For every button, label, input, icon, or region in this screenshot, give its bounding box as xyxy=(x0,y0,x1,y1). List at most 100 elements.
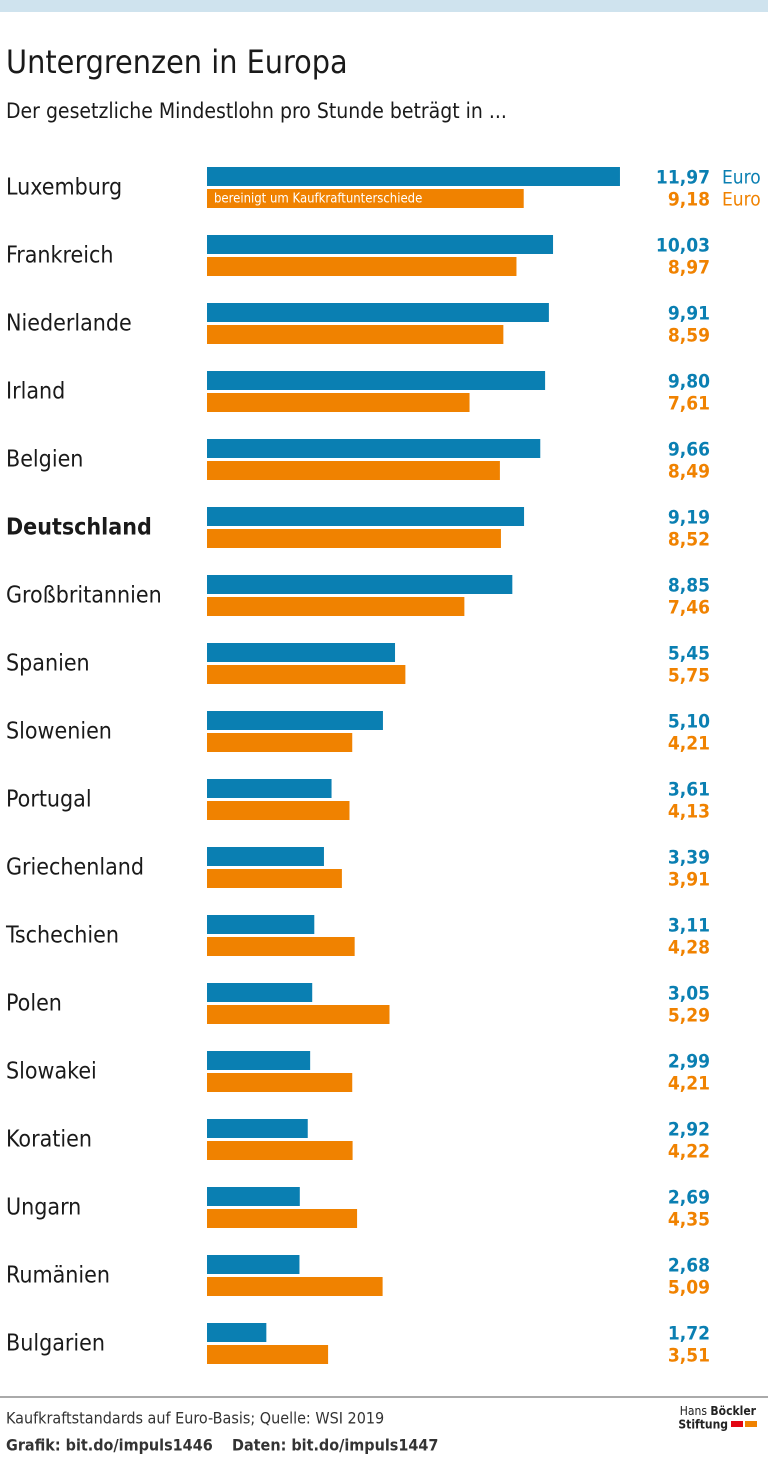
bar xyxy=(207,733,353,752)
bar xyxy=(207,779,332,798)
category-label: Slowakei xyxy=(6,1059,97,1085)
category-label: Polen xyxy=(6,991,62,1017)
category-label: Niederlande xyxy=(6,311,132,337)
value-label: 9,91 xyxy=(668,303,710,325)
bar xyxy=(207,1119,308,1138)
bar xyxy=(207,1141,353,1160)
value-label: 3,51 xyxy=(668,1345,710,1367)
bar xyxy=(207,1277,383,1296)
credit-graphic: Grafik: bit.do/impuls1446 xyxy=(6,1436,213,1455)
logo-line2: Stiftung xyxy=(678,1418,728,1432)
bar xyxy=(207,711,383,730)
bar xyxy=(207,439,541,458)
category-label: Belgien xyxy=(6,447,83,473)
value-label: 7,46 xyxy=(668,597,710,619)
bar xyxy=(207,1209,358,1228)
value-label: 4,21 xyxy=(668,1073,710,1095)
bar xyxy=(207,869,342,888)
value-label: 3,91 xyxy=(668,869,710,891)
value-label: 2,68 xyxy=(668,1255,710,1277)
value-label: 8,97 xyxy=(668,257,710,279)
value-label: 3,39 xyxy=(668,847,710,869)
bar xyxy=(207,665,406,684)
value-label: 3,11 xyxy=(668,915,710,937)
value-label: 1,72 xyxy=(668,1323,710,1345)
bar xyxy=(207,937,355,956)
bar xyxy=(207,325,504,344)
category-label: Koratien xyxy=(6,1127,92,1153)
value-label: 9,66 xyxy=(668,439,710,461)
bar xyxy=(207,167,620,186)
bar xyxy=(207,371,546,390)
value-label: 8,59 xyxy=(668,325,710,347)
bar xyxy=(207,393,470,412)
category-label: Frankreich xyxy=(6,243,114,269)
value-label: 2,92 xyxy=(668,1119,710,1141)
chart-subtitle: Der gesetzliche Mindestlohn pro Stunde b… xyxy=(6,99,507,123)
value-label: 9,80 xyxy=(668,371,710,393)
category-label: Slowenien xyxy=(6,719,112,745)
category-label: Rumänien xyxy=(6,1263,110,1289)
category-label: Spanien xyxy=(6,651,90,677)
logo-mark xyxy=(745,1421,757,1427)
bar xyxy=(207,847,324,866)
value-label: 5,75 xyxy=(668,665,710,687)
logo-light: Hans xyxy=(680,1404,708,1418)
category-label: Irland xyxy=(6,379,65,405)
bar xyxy=(207,189,524,208)
top-band xyxy=(0,0,768,12)
bar xyxy=(207,801,350,820)
value-label: 5,10 xyxy=(668,711,710,733)
logo-line1: Hans Böckler xyxy=(680,1404,757,1418)
value-label: 8,85 xyxy=(668,575,710,597)
value-label: 4,22 xyxy=(668,1141,710,1163)
logo-bold: Böckler xyxy=(710,1404,756,1418)
value-label: 11,97 xyxy=(656,167,710,189)
bar xyxy=(207,983,313,1002)
category-label: Bulgarien xyxy=(6,1331,105,1357)
bar xyxy=(207,1073,353,1092)
chart-title: Untergrenzen in Europa xyxy=(6,43,348,81)
bar xyxy=(207,235,554,254)
bar xyxy=(207,507,525,526)
value-label: 9,18 xyxy=(668,189,710,211)
bar xyxy=(207,1005,390,1024)
value-label: 9,19 xyxy=(668,507,710,529)
value-label: 5,45 xyxy=(668,643,710,665)
value-label: 4,21 xyxy=(668,733,710,755)
value-label: 7,61 xyxy=(668,393,710,415)
value-label: 3,61 xyxy=(668,779,710,801)
category-label: Deutschland xyxy=(6,515,152,541)
value-label: 4,35 xyxy=(668,1209,710,1231)
unit-label: Euro xyxy=(722,189,761,211)
bar xyxy=(207,257,517,276)
bar xyxy=(207,1323,267,1342)
value-label: 4,28 xyxy=(668,937,710,959)
bar xyxy=(207,1051,311,1070)
source: Kaufkraftstandards auf Euro-Basis; Quell… xyxy=(6,1409,384,1428)
value-label: 10,03 xyxy=(656,235,710,257)
bar xyxy=(207,529,501,548)
value-label: 3,05 xyxy=(668,983,710,1005)
category-label: Großbritannien xyxy=(6,583,162,609)
category-label: Griechenland xyxy=(6,855,144,881)
bar xyxy=(207,915,315,934)
bar xyxy=(207,643,396,662)
category-label: Tschechien xyxy=(5,923,119,949)
category-label: Portugal xyxy=(6,787,92,813)
category-label: Ungarn xyxy=(6,1195,81,1221)
value-label: 5,09 xyxy=(668,1277,710,1299)
bar xyxy=(207,461,500,480)
logo-mark xyxy=(731,1421,743,1427)
value-label: 5,29 xyxy=(668,1005,710,1027)
category-label: Luxemburg xyxy=(6,175,122,201)
value-label: 8,52 xyxy=(668,529,710,551)
unit-label: Euro xyxy=(722,167,761,189)
value-label: 4,13 xyxy=(668,801,710,823)
bar xyxy=(207,1255,300,1274)
bar xyxy=(207,303,549,322)
bar xyxy=(207,1187,300,1206)
value-label: 2,69 xyxy=(668,1187,710,1209)
bar xyxy=(207,597,465,616)
